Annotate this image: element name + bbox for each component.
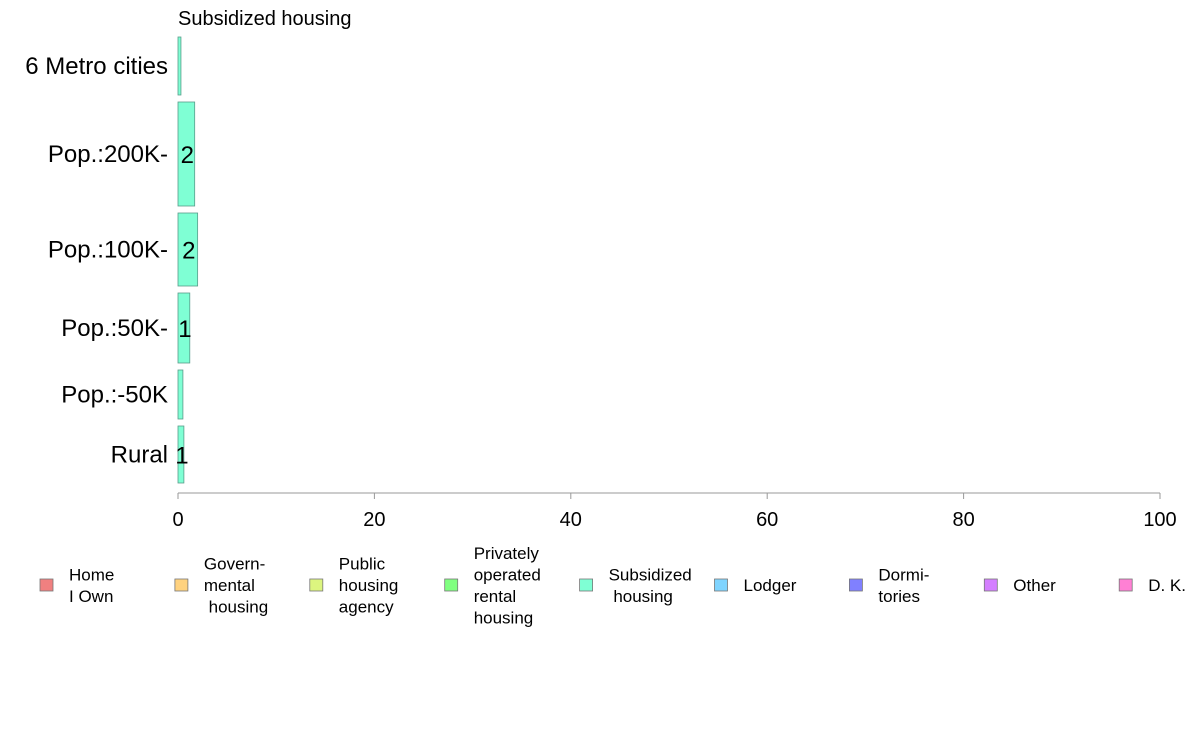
bar — [177, 101, 196, 207]
x-tick-label: 40 — [560, 509, 582, 531]
legend-item: Home I Own — [39, 565, 114, 606]
legend-label: Lodger — [744, 576, 797, 595]
x-tick-label: 60 — [756, 509, 778, 531]
legend-label: operated — [474, 565, 541, 584]
legend-label: housing — [474, 608, 534, 627]
legend-label: rental — [474, 587, 517, 606]
bar-data-label: 2 — [182, 238, 195, 265]
legend-item: D. K. — [1118, 576, 1186, 595]
bar — [177, 212, 199, 287]
legend-label: housing — [339, 576, 399, 595]
legend-label: Home — [69, 565, 114, 584]
bar — [177, 292, 191, 364]
legend-item: Dormi-tories — [849, 565, 929, 606]
x-tick-label: 100 — [1143, 509, 1176, 531]
x-axis: 0 20 40 60 80 100 — [172, 492, 1177, 531]
bar — [177, 369, 184, 420]
legend-label: Govern- — [204, 555, 265, 574]
legend: Home I Own Govern-mental housing Public hous… — [39, 544, 1186, 627]
legend-item: Subsidized housing — [579, 565, 692, 606]
legend-item: Lodger — [714, 576, 797, 595]
legend-swatch — [579, 578, 593, 592]
legend-label: Subsidized — [609, 565, 692, 584]
x-tick-label: 20 — [363, 509, 385, 531]
legend-label: housing — [609, 587, 673, 606]
legend-item: Privately operated rental housing — [444, 544, 541, 627]
legend-label: Public — [339, 555, 386, 574]
legend-swatch — [174, 578, 189, 592]
legend-label: D. K. — [1148, 576, 1186, 595]
category-label: Pop.:100K- — [48, 237, 168, 264]
legend-label: mental — [204, 576, 255, 595]
x-tick-label: 80 — [952, 509, 974, 531]
legend-swatch — [39, 578, 54, 592]
bar — [177, 36, 182, 96]
legend-label: Other — [1013, 576, 1056, 595]
legend-swatch — [309, 578, 324, 592]
bars-group: 6 Metro cities Pop.:200K- 2 Pop.:100K- 2 Pop.… — [25, 36, 199, 484]
category-label: Pop.:200K- — [48, 141, 168, 168]
legend-swatch — [983, 578, 998, 592]
category-label: Pop.:50K- — [61, 315, 168, 342]
legend-swatch — [849, 578, 863, 592]
bar-data-label: 1 — [178, 316, 191, 343]
bar-data-label: 2 — [181, 142, 194, 169]
legend-label: housing — [204, 598, 268, 617]
legend-swatch — [444, 578, 459, 592]
legend-item: Govern-mental housing — [174, 555, 268, 617]
legend-label: Dormi- — [878, 565, 929, 584]
bar — [177, 425, 185, 484]
legend-label: I Own — [69, 587, 113, 606]
legend-item: Public housing agency — [309, 555, 399, 617]
chart-title: Subsidized housing — [178, 8, 351, 30]
legend-swatch — [1118, 578, 1133, 592]
x-tick-label: 0 — [172, 509, 183, 531]
category-label: Rural — [111, 442, 168, 469]
legend-item: Other — [983, 576, 1056, 595]
legend-label: agency — [339, 598, 394, 617]
bar-data-label: 1 — [175, 443, 188, 470]
category-label: Pop.:-50K — [61, 382, 168, 409]
legend-swatch — [714, 578, 728, 592]
legend-label: Privately — [474, 544, 540, 563]
legend-label: tories — [878, 587, 920, 606]
category-label: 6 Metro cities — [25, 53, 168, 80]
